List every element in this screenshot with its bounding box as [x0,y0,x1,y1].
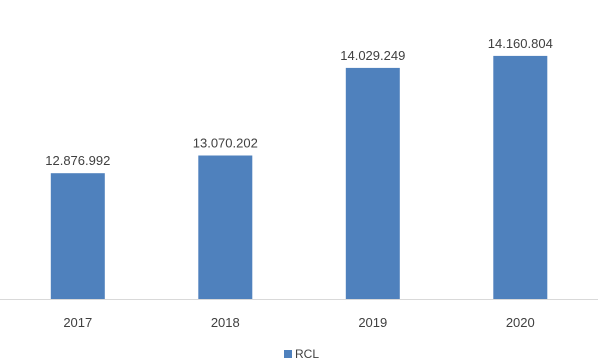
bar-2020 [493,55,548,300]
bar-2019 [345,67,400,300]
x-tick-label-2018: 2018 [211,315,240,330]
x-tick-label-2019: 2019 [358,315,387,330]
x-tick-labels-group: 2017 2018 2019 2020 [63,315,534,330]
x-tick-label-2017: 2017 [63,315,92,330]
bar-2018 [198,155,253,299]
bar-2017 [50,173,105,299]
data-label-2018: 13.070.202 [193,136,258,151]
x-tick-label-2020: 2020 [506,315,535,330]
data-labels-group: 12.876.992 13.070.202 14.029.249 14.160.804 [45,36,553,168]
bars-group [50,55,548,300]
data-label-2020: 14.160.804 [488,36,553,51]
legend-label-rcl: RCL [295,347,319,361]
legend: RCL [284,347,319,361]
data-label-2017: 12.876.992 [45,153,110,168]
data-label-2019: 14.029.249 [340,48,405,63]
legend-swatch-rcl [284,350,292,358]
